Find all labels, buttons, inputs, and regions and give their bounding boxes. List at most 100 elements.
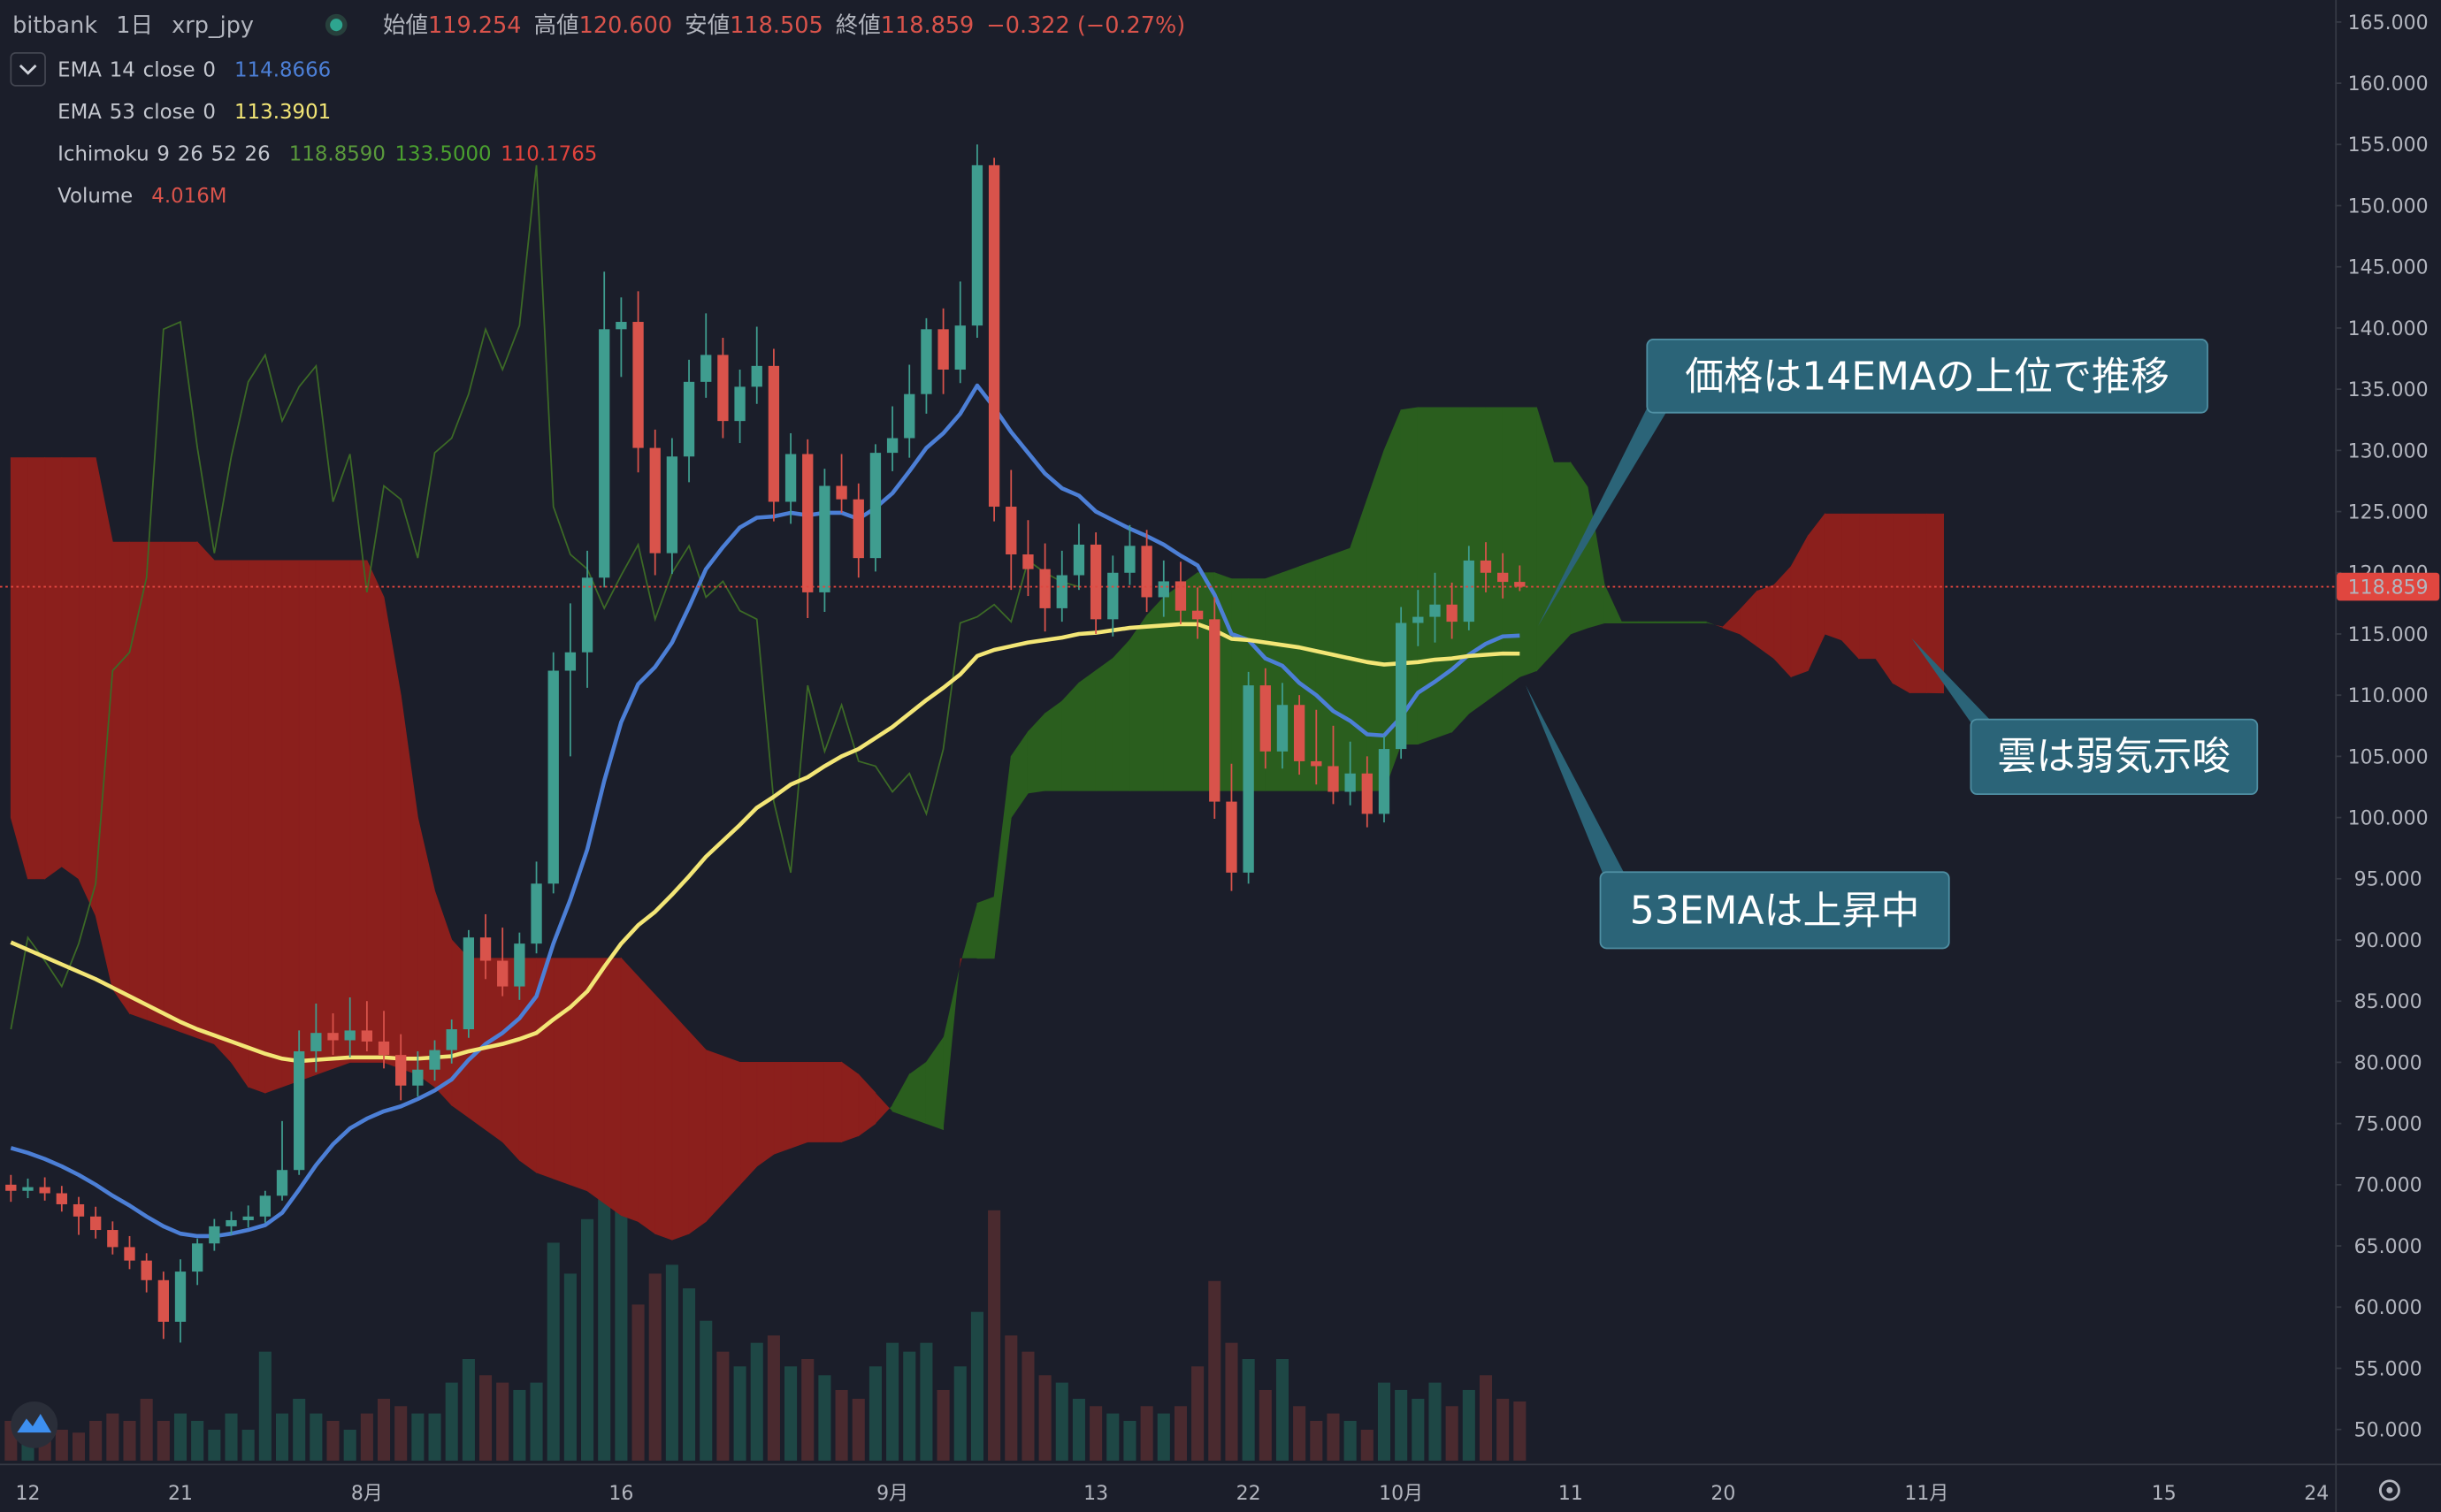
candle-body — [717, 355, 729, 422]
volume-bar — [173, 1413, 187, 1461]
candle-body — [1209, 619, 1220, 802]
candle-body — [174, 1271, 187, 1322]
volume-bar — [1412, 1398, 1425, 1461]
candle-body — [1480, 560, 1492, 573]
y-tick-label: 165.000 — [2348, 12, 2429, 34]
candle-body — [429, 1050, 440, 1070]
cloud — [298, 560, 317, 1081]
volume-bar — [1242, 1358, 1255, 1461]
candle-body — [5, 1184, 17, 1191]
collapse-button[interactable] — [10, 51, 46, 87]
cloud — [823, 1061, 843, 1142]
x-tick-label: 20 — [1710, 1483, 1735, 1505]
ema-line — [10, 383, 1520, 1239]
volume-bar — [1360, 1429, 1374, 1461]
ema-line — [10, 622, 1520, 1064]
volume-bar — [1123, 1420, 1136, 1461]
candle-body — [1328, 766, 1339, 792]
volume-bar — [1140, 1406, 1153, 1461]
cloud — [315, 560, 333, 1075]
volume-bar — [208, 1429, 221, 1461]
volume-bar — [1343, 1420, 1357, 1461]
volume-bar — [1445, 1406, 1458, 1461]
legend-value: 113.3901 — [234, 101, 331, 124]
volume-bar — [784, 1366, 798, 1461]
candle-body — [988, 164, 1000, 508]
legend-param: 0 — [203, 101, 216, 124]
cloud — [1875, 513, 1894, 684]
cloud — [790, 1061, 808, 1149]
volume-bar — [920, 1342, 933, 1461]
volume-bar — [377, 1398, 391, 1461]
candle-body — [1259, 685, 1271, 752]
candle-body — [1022, 554, 1034, 569]
volume-bar — [1428, 1382, 1442, 1461]
cloud — [1350, 499, 1368, 791]
settings-button[interactable] — [2378, 1479, 2400, 1501]
candle-body — [616, 322, 627, 330]
x-tick-label: 15 — [2152, 1483, 2177, 1505]
volume-bar — [903, 1351, 916, 1461]
cloud — [61, 457, 80, 880]
candle-body — [90, 1216, 102, 1231]
legend-param: 53 — [110, 101, 135, 124]
candle-body — [209, 1226, 220, 1244]
candle-body — [514, 943, 525, 987]
volume-bar — [835, 1389, 848, 1461]
volume-bar — [1174, 1406, 1187, 1461]
legend-value: 118.8590 — [289, 142, 386, 165]
volume-bar — [530, 1382, 543, 1461]
volume-bar — [1038, 1375, 1052, 1461]
candle-body — [921, 329, 932, 394]
volume-bar — [818, 1375, 831, 1461]
volume-bar — [1496, 1398, 1510, 1461]
y-tick-label: 150.000 — [2348, 195, 2429, 218]
cloud — [841, 1061, 860, 1143]
volume-bar — [1513, 1401, 1527, 1461]
ohlc-label: 始値 — [383, 12, 428, 39]
candle-body — [954, 325, 966, 370]
x-tick-label: 10月 — [1379, 1483, 1423, 1505]
legend-param: 52 — [211, 142, 237, 165]
candle-body — [344, 1030, 356, 1041]
candle-body — [886, 438, 899, 454]
candle-body — [1191, 610, 1204, 620]
candle-body — [1311, 760, 1322, 767]
ohlc-label: 安値 — [685, 12, 730, 39]
cloud — [1129, 614, 1148, 791]
legend-entry: Ichimoku 9 26 52 26 118.8590 133.5000 110.1765 — [57, 142, 597, 165]
x-tick-label: 11 — [1558, 1483, 1583, 1505]
cloud — [78, 457, 96, 916]
volume-bar — [716, 1351, 730, 1461]
candle-body — [768, 365, 780, 502]
legend-value: 110.1765 — [501, 142, 597, 165]
volume-bar — [970, 1311, 983, 1461]
volume-bar — [1022, 1351, 1035, 1461]
candle-body — [1107, 572, 1119, 620]
callout-box — [1599, 871, 1950, 950]
volume-bar — [343, 1429, 356, 1461]
candle-body — [1226, 801, 1237, 873]
candle-body — [276, 1170, 288, 1196]
x-tick-label: 24 — [2304, 1483, 2329, 1505]
cloud — [976, 896, 995, 959]
legend-param: EMA — [57, 58, 102, 81]
plot-area — [0, 144, 2336, 1461]
candle-body — [1395, 622, 1407, 750]
volume-bar — [563, 1273, 577, 1461]
callout-box — [1646, 339, 2208, 414]
candle-body — [1090, 544, 1102, 620]
volume-bar — [275, 1413, 289, 1461]
candle-body — [1243, 685, 1254, 873]
cloud — [349, 560, 368, 1063]
y-tick-label: 125.000 — [2348, 501, 2429, 523]
symbol: xrp_jpy — [172, 12, 254, 39]
volume-bar — [953, 1366, 967, 1461]
cloud — [1892, 513, 1910, 694]
cloud — [264, 560, 283, 1094]
candle-body — [1006, 507, 1017, 555]
legend-param: 26 — [178, 142, 203, 165]
cloud — [620, 957, 639, 1222]
price-axis-panel — [2335, 0, 2441, 1512]
